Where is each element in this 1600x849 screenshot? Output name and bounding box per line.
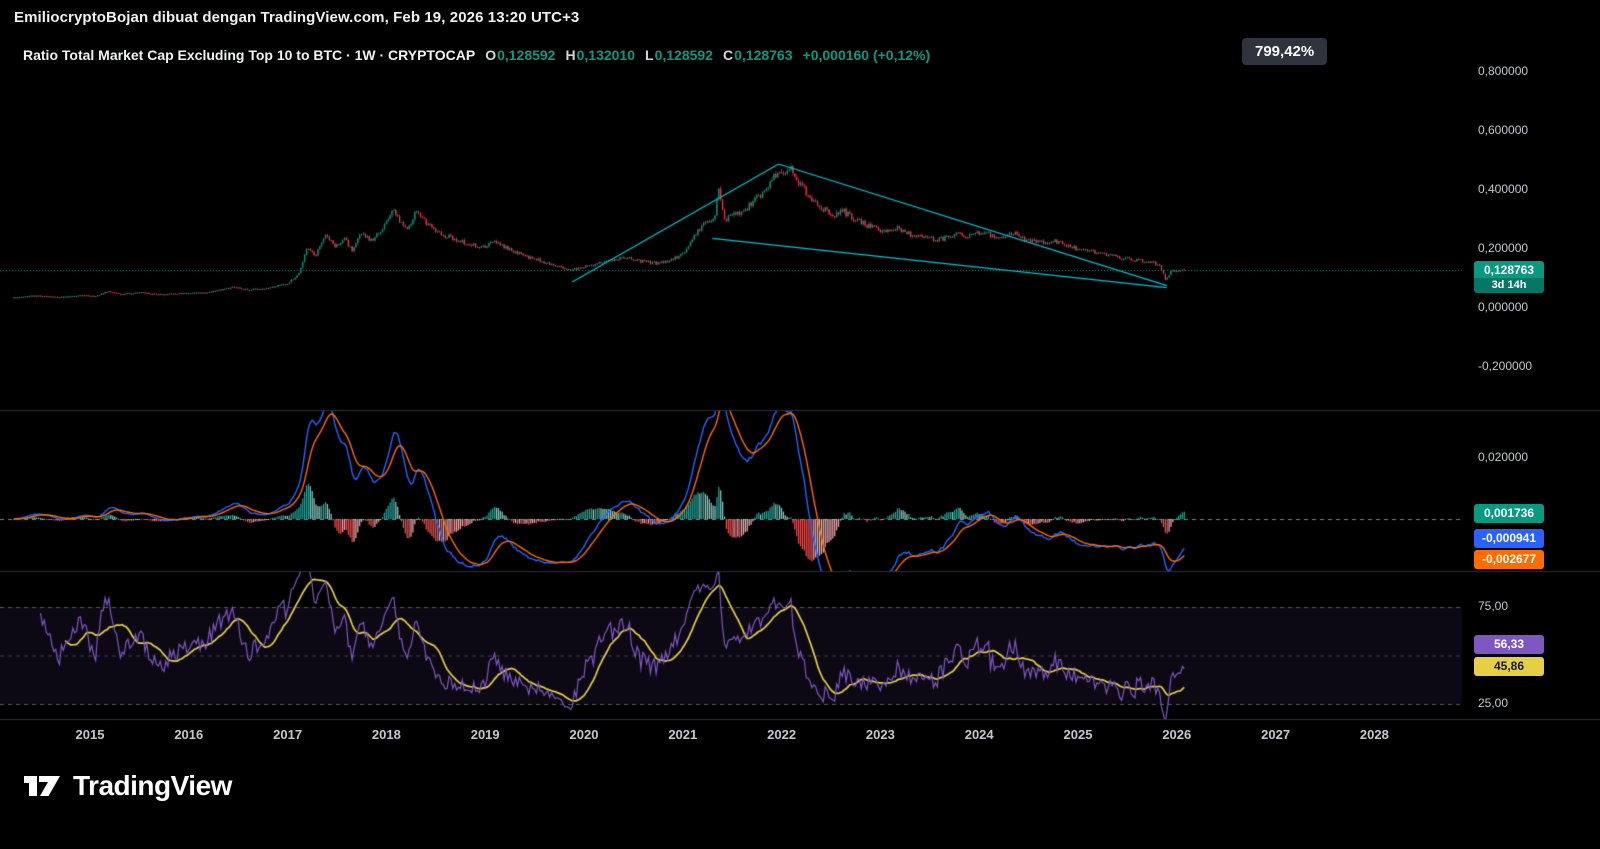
price-badge-value: 0,128763 [1483,263,1535,277]
ohlc-high: H 0,132010 [565,47,635,63]
ohlc-open: O 0,128592 [485,47,555,63]
chart-legend[interactable]: Ratio Total Market Cap Excluding Top 10 … [23,47,930,63]
attribution-bar: EmiliocryptoBojan dibuat dengan TradingV… [14,9,580,26]
ohlc-change: +0,000160 (+0,12%) [802,47,931,63]
ohlc-low-value: 0,128592 [654,47,713,63]
tradingview-logo[interactable]: TradingView [22,770,232,802]
ohlc-high-value: 0,132010 [576,47,636,63]
ohlc-low-label: L [645,47,654,63]
ohlc-close-value: 0,128763 [734,47,793,63]
ohlc-close-label: C [722,47,734,63]
ohlc-open-value: 0,128592 [497,47,556,63]
bar-countdown: 3d 14h [1474,278,1544,293]
tradingview-logo-text: TradingView [73,770,232,801]
macd-value-badge: -0,000941 [1474,529,1544,548]
macd-value-badge: -0,002677 [1474,550,1544,569]
current-price-badge: 0,128763 3d 14h [1474,261,1544,293]
ohlc-close: C 0,128763 [723,47,793,63]
ohlc-open-label: O [485,47,497,63]
rsi-value-badge: 56,33 [1474,635,1544,654]
rsi-value-badge: 45,86 [1474,657,1544,676]
ohlc-high-label: H [565,47,576,63]
symbol-title[interactable]: Ratio Total Market Cap Excluding Top 10 … [23,47,476,63]
ohlc-low: L 0,128592 [645,47,713,63]
tradingview-logo-icon [24,776,60,796]
percent-badge: 799,42% [1242,38,1328,65]
macd-value-badge: 0,001736 [1474,504,1544,523]
